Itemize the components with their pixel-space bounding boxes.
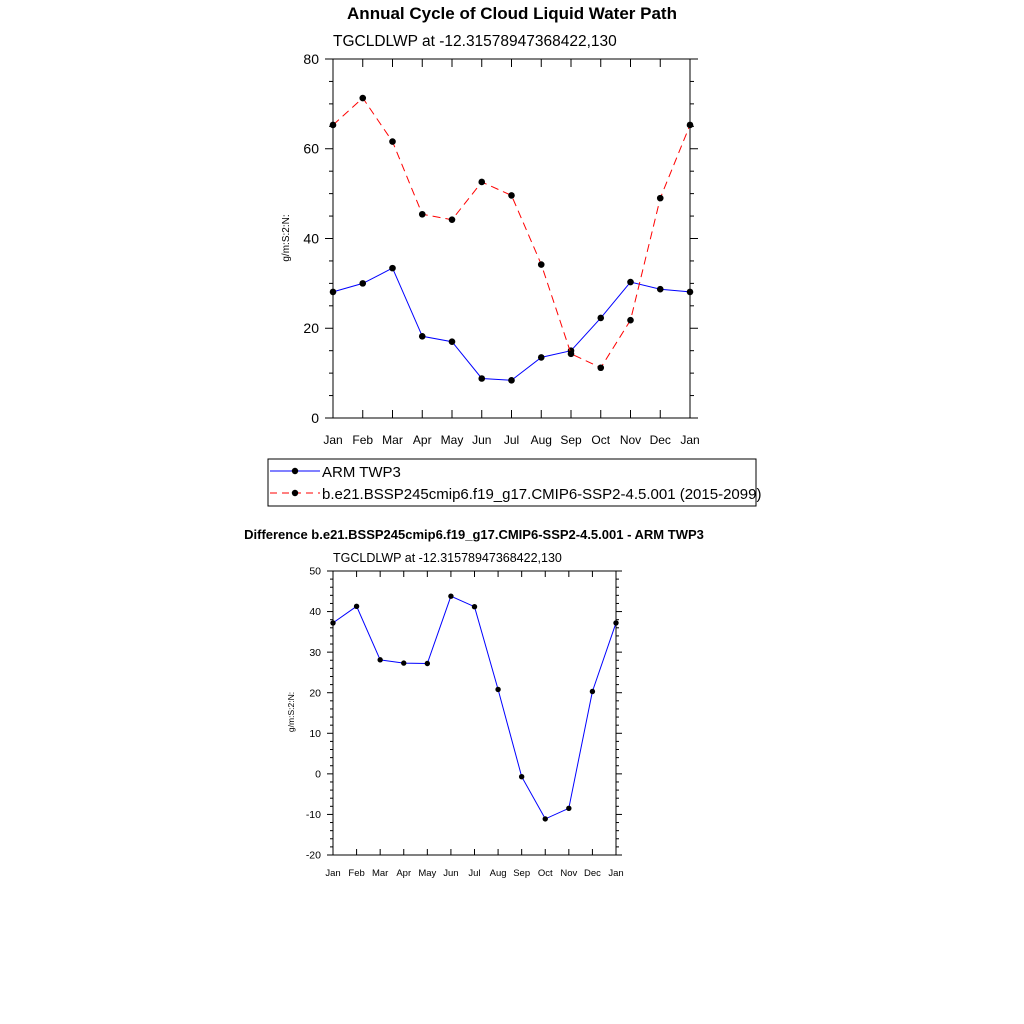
x-tick-label: Jul	[504, 433, 519, 447]
chart1-plot-area: Jan Feb Mar Apr May Jun Jul Aug Sep Oct Nov Dec Jan 0…	[303, 51, 699, 447]
x-tick-label: Nov	[620, 433, 641, 447]
x-tick-label: Oct	[591, 433, 610, 447]
legend-frame	[267, 458, 757, 507]
series-0-point	[686, 288, 694, 296]
x-tick-label: Dec	[584, 868, 601, 879]
chart1-y-axis-label: g/m:S:2:N:	[281, 214, 292, 261]
x-tick-label: Sep	[513, 868, 530, 879]
x-tick-label: Nov	[560, 868, 577, 879]
chart1-subtitle: TGCLDLWP at -12.31578947368422,130	[333, 33, 617, 50]
series-1-point	[627, 316, 634, 324]
series-0-point	[424, 660, 431, 667]
series-1-point	[656, 194, 664, 202]
legend-marker-arm	[291, 467, 299, 475]
x-tick-label: Jan	[323, 433, 342, 447]
series-1-point	[537, 261, 545, 268]
series-0-point	[597, 314, 605, 322]
series-1-point	[389, 138, 396, 145]
series-0-point	[518, 773, 525, 780]
chart2-title: Difference b.e21.BSSP245cmip6.f19_g17.CM…	[244, 527, 704, 542]
series-1-point	[597, 364, 605, 372]
x-tick-label: Aug	[531, 433, 552, 447]
x-tick-label: Mar	[382, 433, 403, 447]
series-1-point	[359, 94, 367, 102]
series-0-point	[471, 604, 478, 610]
series-line-0	[332, 595, 617, 820]
series-0-point	[401, 660, 407, 666]
legend-marker-model	[291, 489, 299, 497]
chart2-subtitle: TGCLDLWP at -12.31578947368422,130	[333, 551, 562, 565]
chart1-title: Annual Cycle of Cloud Liquid Water Path	[347, 4, 677, 23]
y-tick-label: 0	[311, 410, 319, 426]
series-0-point	[329, 288, 337, 296]
series-0-point	[542, 816, 548, 822]
x-tick-label: Feb	[348, 868, 364, 879]
series-0-point	[359, 280, 367, 287]
series-1-point	[508, 192, 515, 199]
y-tick-label: -20	[306, 850, 321, 862]
y-tick-label: 50	[309, 566, 321, 578]
x-tick-label: Dec	[650, 433, 671, 447]
series-1-point	[478, 178, 486, 186]
series-0-point	[353, 603, 360, 609]
series-0-point	[613, 620, 619, 626]
series-1-point	[567, 350, 575, 358]
series-line-1	[332, 97, 691, 369]
x-tick-label: Sep	[560, 433, 582, 447]
series-0-point	[448, 593, 454, 599]
x-tick-label: May	[441, 433, 464, 447]
y-tick-label: 0	[315, 769, 321, 781]
x-tick-label: Feb	[352, 433, 373, 447]
series-0-point	[495, 686, 501, 693]
x-tick-label: Jan	[325, 868, 340, 879]
x-tick-label: Oct	[538, 868, 553, 879]
x-tick-label: May	[418, 868, 436, 879]
series-1-point	[686, 121, 694, 129]
x-tick-label: Jan	[680, 433, 699, 447]
series-1-point	[418, 210, 426, 218]
y-tick-label: 40	[303, 230, 319, 246]
chart2-y-axis-label: g/m:S:2:N:	[286, 692, 296, 732]
chart1-legend: ARM TWP3 b.e21.BSSP245cmip6.f19_g17.CMIP…	[267, 458, 761, 507]
series-0-point	[330, 620, 336, 626]
plot-frame	[332, 58, 691, 419]
legend-label-model: b.e21.BSSP245cmip6.f19_g17.CMIP6-SSP2-4.…	[322, 486, 761, 503]
series-0-point	[656, 285, 664, 293]
y-tick-label: 10	[309, 728, 321, 740]
series-0-point	[566, 805, 572, 812]
y-tick-label: 60	[303, 141, 319, 157]
series-0-point	[478, 375, 486, 382]
plot-frame	[332, 570, 617, 856]
series-0-point	[389, 264, 396, 272]
x-tick-label: Jun	[472, 433, 491, 447]
series-0-point	[589, 688, 596, 695]
y-tick-label: 80	[303, 51, 319, 67]
series-0-point	[508, 377, 515, 384]
series-0-point	[418, 333, 426, 340]
y-tick-label: 30	[309, 647, 321, 659]
x-tick-label: Jul	[468, 868, 480, 879]
series-0-point	[448, 338, 456, 346]
x-tick-label: Mar	[372, 868, 388, 879]
series-0-point	[627, 278, 634, 286]
series-1-point	[329, 121, 337, 129]
x-tick-label: Aug	[490, 868, 507, 879]
series-0-point	[537, 354, 545, 361]
y-tick-label: 40	[309, 606, 321, 618]
x-tick-label: Jan	[608, 868, 623, 879]
y-tick-label: 20	[309, 687, 321, 699]
x-tick-label: Apr	[413, 433, 432, 447]
x-tick-label: Apr	[396, 868, 411, 879]
x-tick-label: Jun	[443, 868, 458, 879]
series-line-0	[332, 267, 691, 381]
y-tick-label: -10	[306, 809, 321, 821]
series-0-point	[377, 657, 383, 663]
series-1-point	[448, 216, 456, 223]
chart2-plot-area: Jan Feb Mar Apr May Jun Jul Aug Sep Oct Nov Dec Jan-…	[306, 566, 624, 879]
legend-label-arm: ARM TWP3	[322, 464, 401, 481]
y-tick-label: 20	[303, 320, 319, 336]
